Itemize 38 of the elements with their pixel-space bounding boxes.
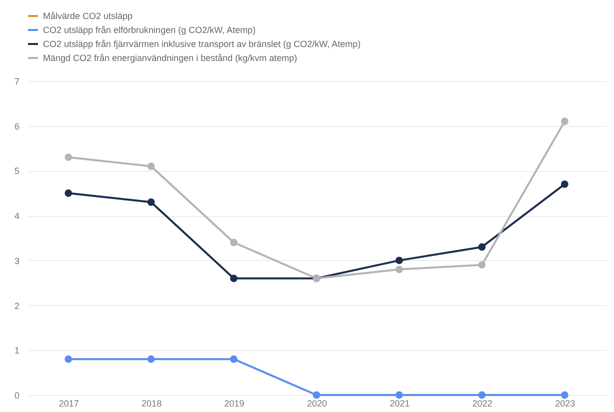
point (64, 355, 72, 363)
x-tick-label: 2018 (142, 398, 162, 408)
y-tick-label: 4 (14, 211, 20, 222)
x-tick-label: 2020 (306, 398, 328, 408)
point (478, 261, 486, 269)
point (478, 243, 486, 251)
x-tick-label: 2021 (390, 398, 410, 408)
y-tick-label: 5 (14, 166, 20, 176)
y-tick-label: 2 (14, 300, 20, 311)
y-tick-label: 7 (14, 76, 20, 86)
point (64, 189, 72, 197)
legend-label: CO2 utsläpp från fjärrvärmen inklusive transport av bränslet (g CO2/kW, Atemp) (43, 39, 361, 49)
x-tick-label: 2019 (224, 398, 244, 408)
x-tick-label: 2022 (472, 398, 492, 408)
point (396, 391, 403, 399)
point (147, 355, 155, 363)
point (64, 154, 72, 161)
legend-label: CO2 utsläpp från elförbrukningen (g CO2/kW, Atemp) (43, 25, 256, 35)
point (396, 266, 403, 274)
point (147, 198, 155, 206)
y-tick-label: 3 (14, 256, 20, 266)
point (560, 180, 568, 188)
point (230, 274, 238, 282)
x-tick-label: 2023 (555, 398, 576, 408)
x-tick-label: 2017 (58, 398, 79, 408)
point (147, 162, 155, 170)
y-tick-label: 6 (14, 121, 20, 132)
point (396, 256, 403, 264)
legend-label: Målvärde CO2 utsläpp (43, 11, 133, 21)
point (560, 391, 568, 399)
point (230, 238, 238, 246)
point (560, 118, 568, 126)
point (312, 391, 320, 399)
point (230, 355, 238, 363)
y-tick-label: 0 (14, 390, 20, 400)
legend-label: Mängd CO2 från energianvändningen i bestånd (kg/kvm atemp) (43, 53, 298, 63)
point (478, 391, 486, 399)
y-tick-label: 1 (14, 346, 20, 356)
